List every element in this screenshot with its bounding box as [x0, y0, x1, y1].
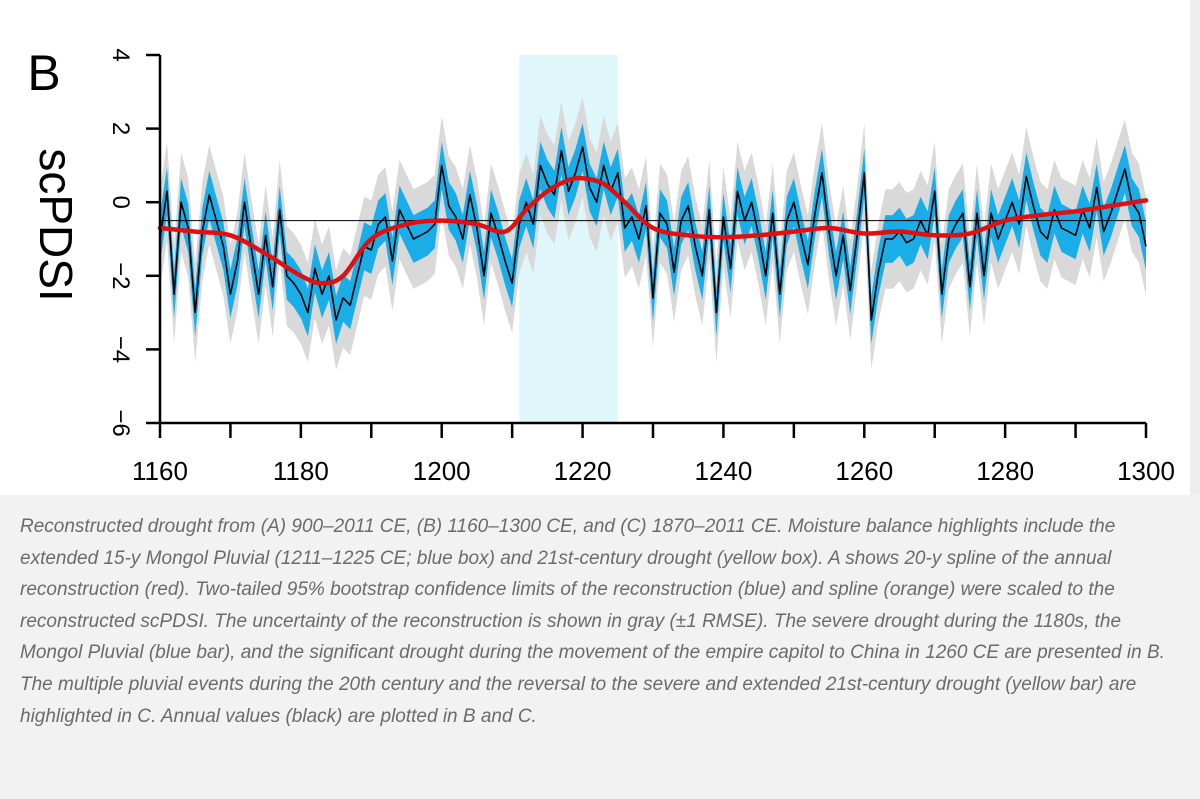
- x-tick-label: 1180: [273, 456, 329, 486]
- y-tick-label: −2: [107, 262, 134, 289]
- figure-caption: Reconstructed drought from (A) 900–2011 …: [20, 516, 1165, 727]
- page-edge: [1190, 0, 1200, 495]
- y-tick-label: 4: [107, 48, 134, 61]
- y-tick-label: −4: [107, 336, 134, 363]
- panel-label: B: [27, 45, 60, 101]
- y-tick-label: 0: [107, 196, 134, 209]
- x-tick-label: 1200: [413, 456, 471, 486]
- y-tick-label: 2: [107, 122, 134, 135]
- x-tick-label: 1240: [695, 456, 753, 486]
- x-tick-label: 1260: [835, 456, 893, 486]
- y-axis-label: scPDSI: [30, 148, 82, 301]
- spline-line: [157, 175, 1149, 286]
- y-tick-label: −6: [107, 409, 134, 436]
- chart-svg: −6 −4 −2 0 2 4 1160 1180 1200 1220 1240 1260 1280 130…: [27, 45, 1175, 486]
- x-tick-label: 1280: [976, 456, 1034, 486]
- caption-panel: Reconstructed drought from (A) 900–2011 …: [0, 495, 1200, 799]
- x-tick-label: 1160: [132, 456, 188, 486]
- chart-figure: −6 −4 −2 0 2 4 1160 1180 1200 1220 1240 1260 1280 130…: [27, 45, 1175, 486]
- x-tick-label: 1220: [554, 456, 612, 486]
- x-tick-label: 1300: [1117, 456, 1175, 486]
- annual-values-line: [159, 146, 1147, 321]
